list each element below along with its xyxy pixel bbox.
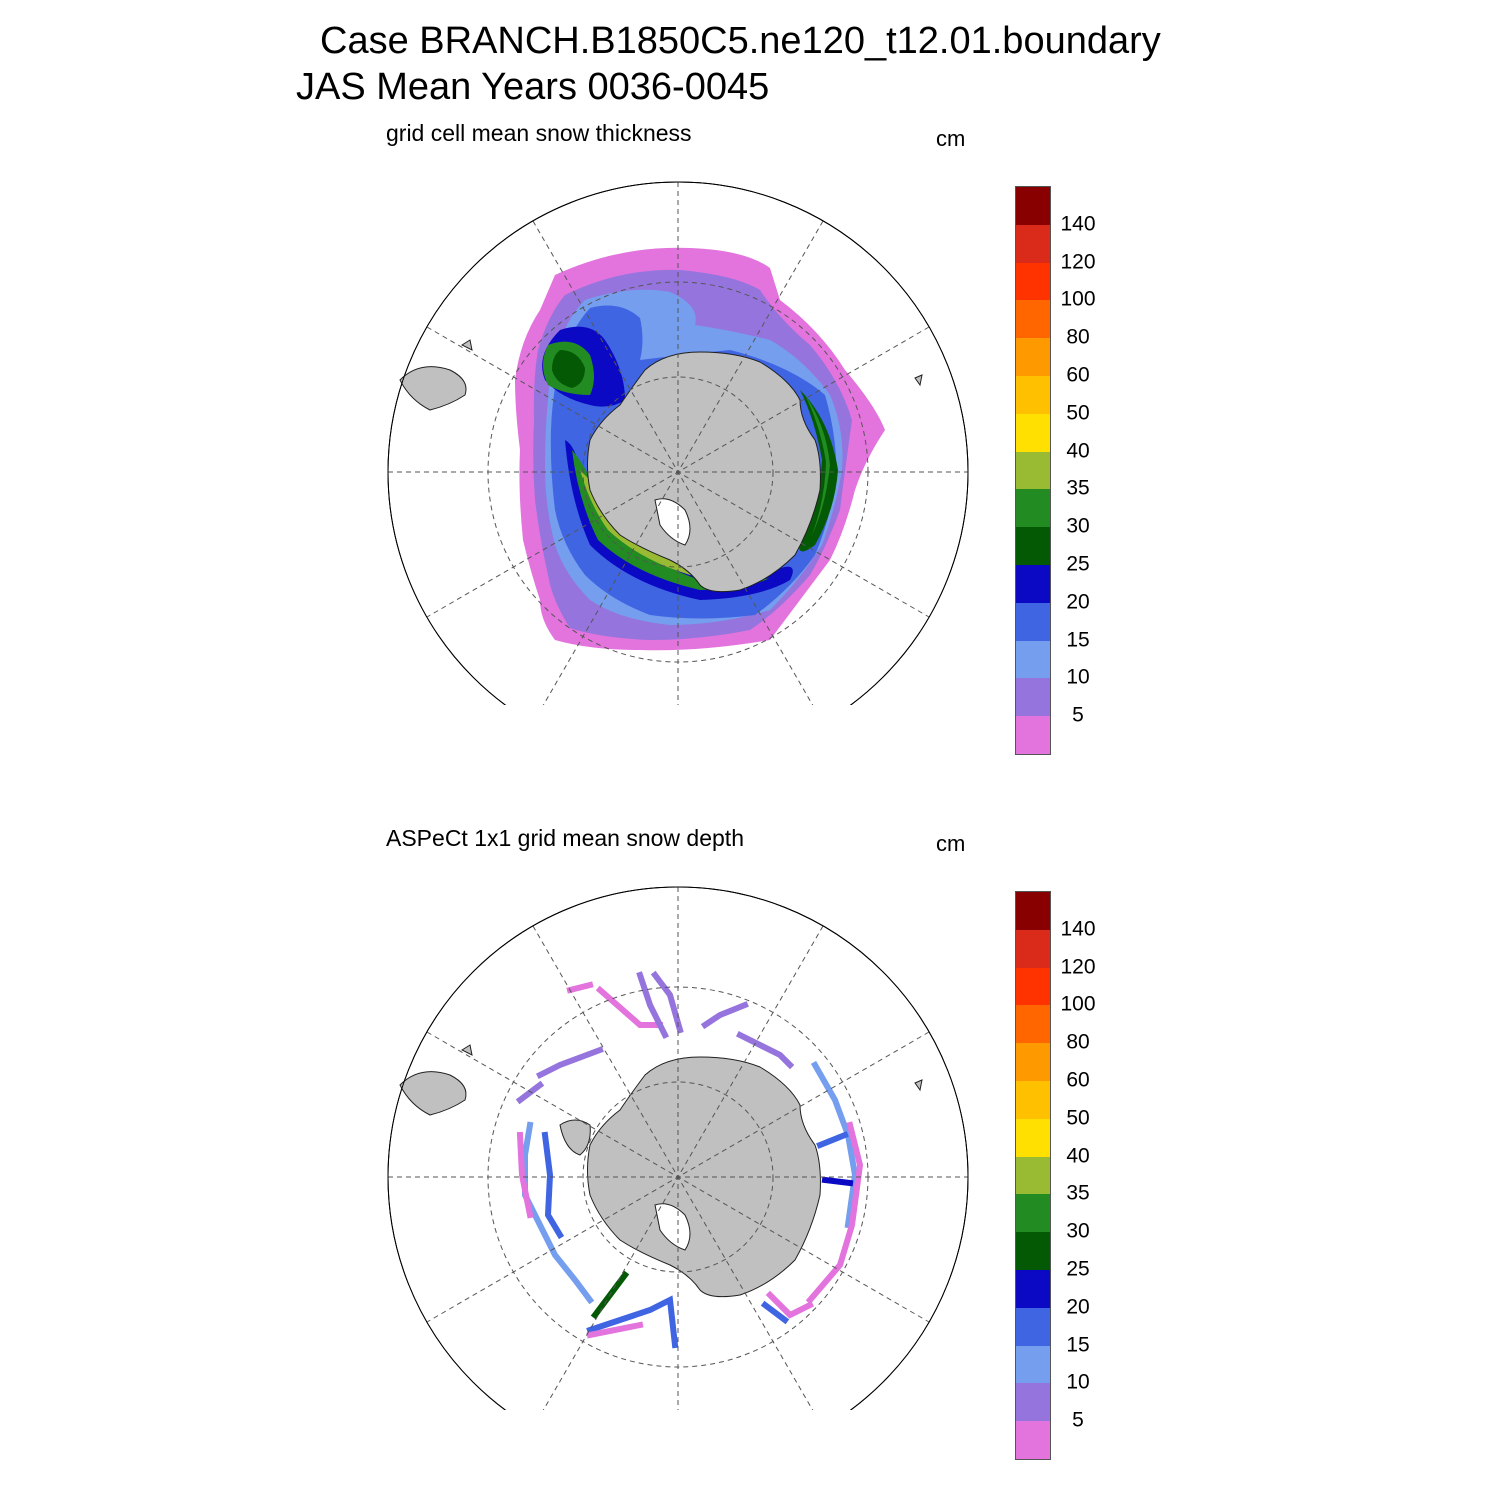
falklands [460, 339, 473, 351]
panel-1-colorbar-label: 80 [1066, 325, 1090, 349]
panel-1-colorbar-swatch [1016, 187, 1050, 225]
panel-2-title: ASPeCt 1x1 grid mean snow depth [386, 825, 744, 851]
panel-1-colorbar-swatch [1016, 602, 1050, 641]
panel-1-colorbar-label: 20 [1066, 590, 1090, 614]
panel-1-polar-map [387, 181, 969, 705]
panel-1-colorbar-label: 5 [1072, 703, 1084, 727]
panel-2-colorbar-label: 35 [1066, 1181, 1090, 1205]
antarctic-peninsula [559, 1119, 591, 1156]
panel-1-colorbar-label: 35 [1066, 476, 1090, 500]
south-america [399, 366, 467, 411]
panel-2-colorbar-swatch [1016, 1421, 1050, 1459]
panel-2-colorbar-swatch [1016, 1156, 1050, 1195]
panel-1-colorbar-swatch [1016, 413, 1050, 452]
panel-1-colorbar-swatch [1016, 338, 1050, 376]
panel-2-colorbar-swatch [1016, 929, 1050, 968]
panel-2-colorbar-swatch [1016, 892, 1050, 930]
panel-2-colorbar-swatch [1016, 1232, 1050, 1270]
panel-1-colorbar-label: 120 [1060, 250, 1096, 274]
panel-1-colorbar-label: 25 [1066, 552, 1090, 576]
panel-1-colorbar-swatch [1016, 375, 1050, 414]
panel-2-colorbar-swatch [1016, 1194, 1050, 1233]
panel-2-colorbar-label: 100 [1060, 992, 1096, 1016]
panel-2-colorbar-swatch [1016, 1307, 1050, 1346]
panel-1-colorbar-label: 30 [1066, 514, 1090, 538]
panel-1-colorbar-swatch [1016, 300, 1050, 339]
panel-2-colorbar [1015, 891, 1051, 1460]
panel-1-colorbar-label: 100 [1060, 287, 1096, 311]
figure-title-line-2: JAS Mean Years 0036-0045 [296, 66, 770, 108]
panel-2-colorbar-label: 50 [1066, 1106, 1090, 1130]
panel-1-colorbar-label: 15 [1066, 628, 1090, 652]
panel-2-colorbar-label: 120 [1060, 955, 1096, 979]
panel-2-colorbar-label: 60 [1066, 1068, 1090, 1092]
panel-2-colorbar-swatch [1016, 1269, 1050, 1308]
panel-2-colorbar-label: 20 [1066, 1295, 1090, 1319]
panel-1-colorbar-label: 10 [1066, 665, 1090, 689]
panel-1-title: grid cell mean snow thickness [386, 120, 692, 146]
panel-2-colorbar-label: 40 [1066, 1144, 1090, 1168]
map-1-graticule [388, 182, 968, 705]
panel-1-colorbar-swatch [1016, 640, 1050, 679]
panel-2-colorbar-swatch [1016, 1345, 1050, 1384]
map-2-ship-tracks [515, 970, 864, 1349]
panel-1-colorbar-swatch [1016, 564, 1050, 603]
panel-2-colorbar-swatch [1016, 1383, 1050, 1422]
panel-2-colorbar-swatch [1016, 1118, 1050, 1157]
panel-2-polar-map [387, 886, 969, 1410]
panel-1-colorbar-label: 140 [1060, 212, 1096, 236]
panel-1-colorbar-swatch [1016, 489, 1050, 528]
panel-2-colorbar-label: 5 [1072, 1408, 1084, 1432]
panel-2-colorbar-swatch [1016, 1005, 1050, 1044]
panel-2-colorbar-label: 10 [1066, 1370, 1090, 1394]
panel-1-colorbar-swatch [1016, 678, 1050, 717]
panel-2-colorbar-label: 15 [1066, 1333, 1090, 1357]
figure-title-line-1: Case BRANCH.B1850C5.ne120_t12.01.boundar… [320, 20, 1161, 62]
panel-1-colorbar-label: 40 [1066, 439, 1090, 463]
map-2-graticule [388, 887, 968, 1410]
panel-1-colorbar-swatch [1016, 527, 1050, 565]
panel-2-colorbar-label: 30 [1066, 1219, 1090, 1243]
ross-ice-gap [654, 498, 691, 546]
panel-1-colorbar-swatch [1016, 224, 1050, 263]
panel-1-colorbar-swatch [1016, 451, 1050, 490]
south-america [399, 1071, 467, 1116]
kerguelen [914, 374, 923, 387]
panel-2-colorbar-swatch [1016, 1043, 1050, 1081]
panel-2-colorbar-label: 140 [1060, 917, 1096, 941]
panel-1-colorbar-swatch [1016, 262, 1050, 301]
panel-2-unit: cm [936, 831, 966, 856]
panel-2-colorbar-swatch [1016, 967, 1050, 1006]
panel-1-colorbar-swatch [1016, 716, 1050, 754]
panel-1-colorbar-label: 60 [1066, 363, 1090, 387]
panel-2-colorbar-label: 25 [1066, 1257, 1090, 1281]
panel-2-colorbar-label: 80 [1066, 1030, 1090, 1054]
panel-1-unit: cm [936, 126, 966, 151]
panel-2-colorbar-swatch [1016, 1080, 1050, 1119]
panel-1-colorbar-label: 50 [1066, 401, 1090, 425]
panel-1-colorbar [1015, 186, 1051, 755]
